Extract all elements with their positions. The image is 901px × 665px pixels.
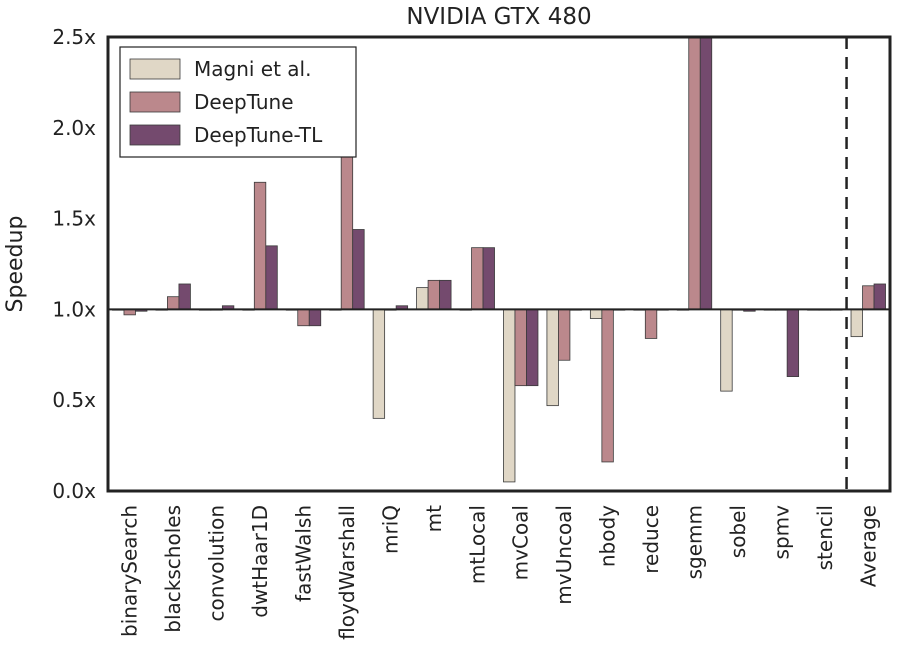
bar-mvCoal-1 [514, 308, 527, 387]
bar-spmv-2 [786, 308, 800, 377]
x-tick-label: Average [856, 505, 880, 587]
bar-mvUncoal-0 [546, 308, 559, 407]
bar-nbody-0 [589, 308, 603, 319]
bar-dwtHaar1D-2 [265, 245, 278, 310]
legend-label: DeepTune-TL [194, 123, 323, 147]
x-tick-label: mriQ [378, 505, 402, 554]
x-tick-label: stencil [813, 505, 837, 570]
bar-blackscholes-2 [178, 283, 191, 310]
x-axis-ticks: binarySearch blackscholes convolution dwtHa… [118, 505, 881, 640]
legend-label: Magni et al. [194, 57, 311, 81]
x-tick-label: binarySearch [118, 505, 142, 637]
chart-title: NVIDIA GTX 480 [406, 4, 591, 30]
legend-swatch [129, 58, 181, 80]
y-tick-label: 2.5x [52, 25, 96, 49]
y-axis-label: Speedup [3, 216, 28, 313]
x-tick-label: reduce [639, 505, 663, 574]
x-tick-label: spmv [769, 505, 793, 560]
bar-sgemm-2 [699, 36, 713, 310]
bar-mvCoal-2 [526, 308, 539, 387]
x-tick-label: mvCoal [509, 505, 533, 580]
legend-swatch [129, 124, 181, 146]
bar-sobel-0 [720, 308, 733, 392]
x-tick-label: mtLocal [465, 505, 489, 584]
bar-fastWalsh-1 [297, 308, 310, 327]
bar-mtLocal-1 [471, 247, 484, 310]
bar-mtLocal-2 [482, 247, 495, 310]
y-axis-ticks: 0.0x 0.5x 1.0x 1.5x 2.0x 2.5x [52, 25, 96, 503]
legend-swatch [129, 91, 181, 113]
y-tick-label: 1.5x [52, 207, 96, 231]
legend-label: DeepTune [194, 90, 294, 114]
bar-Average-1 [862, 285, 875, 310]
x-tick-label: sgemm [683, 505, 707, 579]
x-tick-label: dwtHaar1D [248, 505, 272, 618]
bar-mriQ-0 [372, 308, 386, 419]
bar-mvUncoal-1 [558, 308, 571, 361]
bar-mt-0 [416, 287, 429, 310]
x-tick-label: sobel [726, 505, 750, 558]
bar-dwtHaar1D-1 [253, 181, 267, 310]
y-tick-label: 0.0x [52, 479, 96, 503]
bar-blackscholes-1 [167, 296, 180, 310]
y-tick-label: 0.5x [52, 388, 96, 412]
y-tick-label: 2.0x [52, 116, 96, 140]
x-tick-label: blackscholes [161, 505, 185, 633]
y-tick-label: 1.0x [52, 297, 96, 321]
bar-nbody-1 [601, 308, 614, 463]
bar-fastWalsh-2 [308, 308, 322, 327]
plot-frame [106, 35, 892, 493]
bar-floydWarshall-1 [340, 145, 354, 310]
x-tick-label: mvUncoal [552, 505, 576, 605]
x-tick-label: convolution [205, 505, 229, 622]
bar-Average-2 [873, 283, 886, 310]
bar-sgemm-1 [688, 36, 701, 310]
bar-mt-1 [427, 279, 440, 310]
bar-floydWarshall-2 [352, 229, 365, 310]
bar-Average-0 [850, 308, 863, 338]
legend: Magni et al. DeepTune DeepTune-TL [119, 46, 357, 158]
x-tick-label: nbody [596, 505, 620, 567]
bar-mvCoal-0 [503, 308, 516, 483]
x-tick-label: mt [422, 505, 446, 532]
bar-mt-2 [439, 279, 452, 310]
x-tick-label: fastWalsh [292, 505, 316, 602]
x-tick-label: floydWarshall [335, 505, 359, 640]
bar-reduce-1 [644, 308, 658, 339]
